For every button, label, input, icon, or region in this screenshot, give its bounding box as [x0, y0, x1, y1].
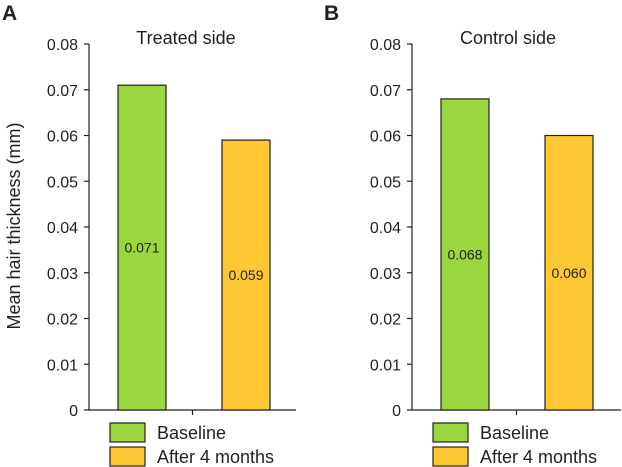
- panel-letter: A: [2, 2, 17, 25]
- panel-b: B Control side 0 0.01 0.02 0.03 0.04 0.05 0.06 0.…: [324, 2, 621, 467]
- legend-swatch: [432, 446, 469, 467]
- y-tick-label: 0.02: [370, 312, 401, 329]
- y-tick-label: 0.05: [47, 174, 78, 191]
- y-tick-label: 0.06: [370, 129, 401, 146]
- bar-value-label: 0.060: [551, 265, 586, 281]
- y-tick-label: 0: [69, 403, 78, 420]
- y-tick-label: 0.04: [47, 220, 78, 237]
- y-tick-label: 0.02: [47, 312, 78, 329]
- chart-title: Treated side: [136, 28, 235, 48]
- y-tick-label: 0: [392, 403, 401, 420]
- bar-after-4-months: [221, 139, 271, 411]
- y-tick-label: 0.08: [370, 37, 401, 54]
- legend-label: Baseline: [480, 423, 549, 443]
- panel-letter: B: [324, 2, 339, 25]
- legend-label: Baseline: [157, 423, 226, 443]
- y-tick-label: 0.01: [370, 357, 401, 374]
- legend-label: After 4 months: [480, 447, 597, 467]
- bar-after-4-months: [544, 134, 594, 411]
- bar-baseline: [440, 98, 490, 411]
- legend-swatch: [109, 446, 146, 467]
- y-tick-label: 0.08: [47, 37, 78, 54]
- bar-value-label: 0.071: [124, 240, 159, 256]
- y-tick-label: 0.01: [47, 357, 78, 374]
- y-tick-label: 0.05: [370, 174, 401, 191]
- chart-title: Control side: [460, 28, 556, 48]
- y-tick-label: 0.06: [47, 129, 78, 146]
- bar-value-label: 0.068: [447, 246, 482, 262]
- y-axis-label: Mean hair thickness (mm): [4, 122, 24, 329]
- legend-swatch: [432, 422, 469, 443]
- y-tick-label: 0.07: [47, 83, 78, 100]
- legend-label: After 4 months: [157, 447, 274, 467]
- y-tick-label: 0.03: [370, 266, 401, 283]
- legend-swatch: [109, 422, 146, 443]
- panel-a: A Treated side 0 0.01 0.02 0.03 0.04 0.05 0.06 0.…: [2, 2, 296, 467]
- y-tick-label: 0.07: [370, 83, 401, 100]
- y-tick-label: 0.03: [47, 266, 78, 283]
- bar-value-label: 0.059: [228, 267, 263, 283]
- y-tick-label: 0.04: [370, 220, 401, 237]
- bar-baseline: [117, 84, 167, 411]
